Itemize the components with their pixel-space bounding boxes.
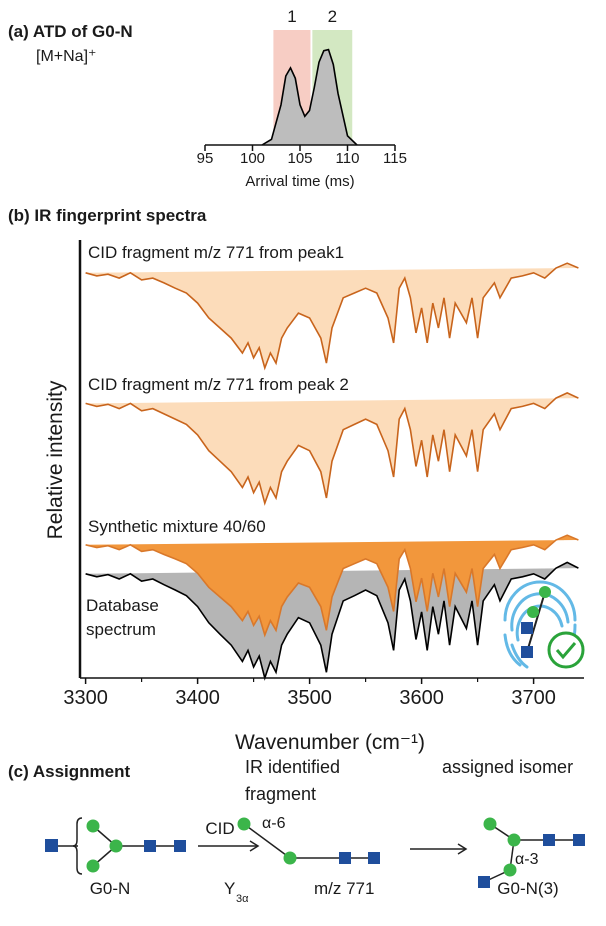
glycan-label: m/z 771 — [314, 879, 374, 898]
panel-b-title: (b) IR fingerprint spectra — [8, 206, 207, 225]
legend-label: Database spectrum — [86, 596, 159, 639]
arrow — [198, 840, 468, 855]
x-tick-label: 105 — [287, 150, 312, 167]
x-tick-label: 3300 — [63, 687, 108, 709]
legend-label: CID fragment m/z 771 from peak 2 — [88, 375, 349, 394]
area-fill — [262, 49, 357, 145]
peak-label: 2 — [328, 7, 337, 26]
glycan-precursor — [45, 817, 186, 875]
arrow-label: CID — [205, 819, 234, 838]
x-tick-label: 100 — [240, 150, 265, 167]
x-axis-label: Wavenumber (cm⁻¹) — [235, 731, 425, 754]
x-tick-label: 3400 — [175, 687, 220, 709]
panel-c-title: (c) Assignment — [8, 762, 131, 781]
spectrum-line — [85, 262, 579, 371]
glycan-fragment — [237, 817, 380, 865]
y-axis-label: Relative intensity — [44, 380, 67, 539]
area-fill — [85, 392, 579, 504]
glycan-label: G0-N — [90, 879, 131, 898]
area-fill — [85, 535, 579, 636]
x-tick-label: 115 — [383, 150, 407, 167]
spectrum-line — [261, 48, 358, 146]
check-icon — [547, 631, 585, 669]
area-fill — [85, 562, 579, 678]
glycan-isomer — [478, 817, 585, 888]
glycan-label: Y — [224, 879, 235, 898]
spectrum-line — [85, 392, 579, 506]
x-axis-label: Arrival time (ms) — [245, 173, 354, 190]
x-tick-label: 95 — [197, 150, 214, 167]
legend-box: Database spectrum — [86, 596, 159, 639]
spectrum-line — [85, 561, 579, 681]
x-tick-label: 110 — [336, 150, 360, 167]
legend-label: CID fragment m/z 771 from peak1 — [88, 243, 344, 262]
peak-label: 1 — [287, 7, 296, 26]
heading: IR identified — [245, 757, 340, 777]
panel-a-title: (a) ATD of G0-N — [8, 22, 133, 41]
panel-a-subtitle: [M+Na]⁺ — [36, 48, 96, 65]
heading: assigned isomer — [442, 757, 573, 777]
area-fill — [85, 263, 579, 368]
linkage-label: α-6 — [262, 815, 286, 832]
glycan-icon — [521, 586, 551, 658]
spectrum-line — [85, 534, 579, 638]
glycan-label: G0-N(3) — [497, 879, 558, 898]
x-tick-label: 3600 — [399, 687, 444, 709]
linkage-label: α-3 — [515, 851, 539, 868]
x-tick-label: 3700 — [511, 687, 556, 709]
glycan-label-sub: 3α — [236, 893, 249, 905]
heading: fragment — [245, 784, 316, 804]
x-tick-label: 3500 — [287, 687, 332, 709]
legend-label: Synthetic mixture 40/60 — [88, 517, 266, 536]
